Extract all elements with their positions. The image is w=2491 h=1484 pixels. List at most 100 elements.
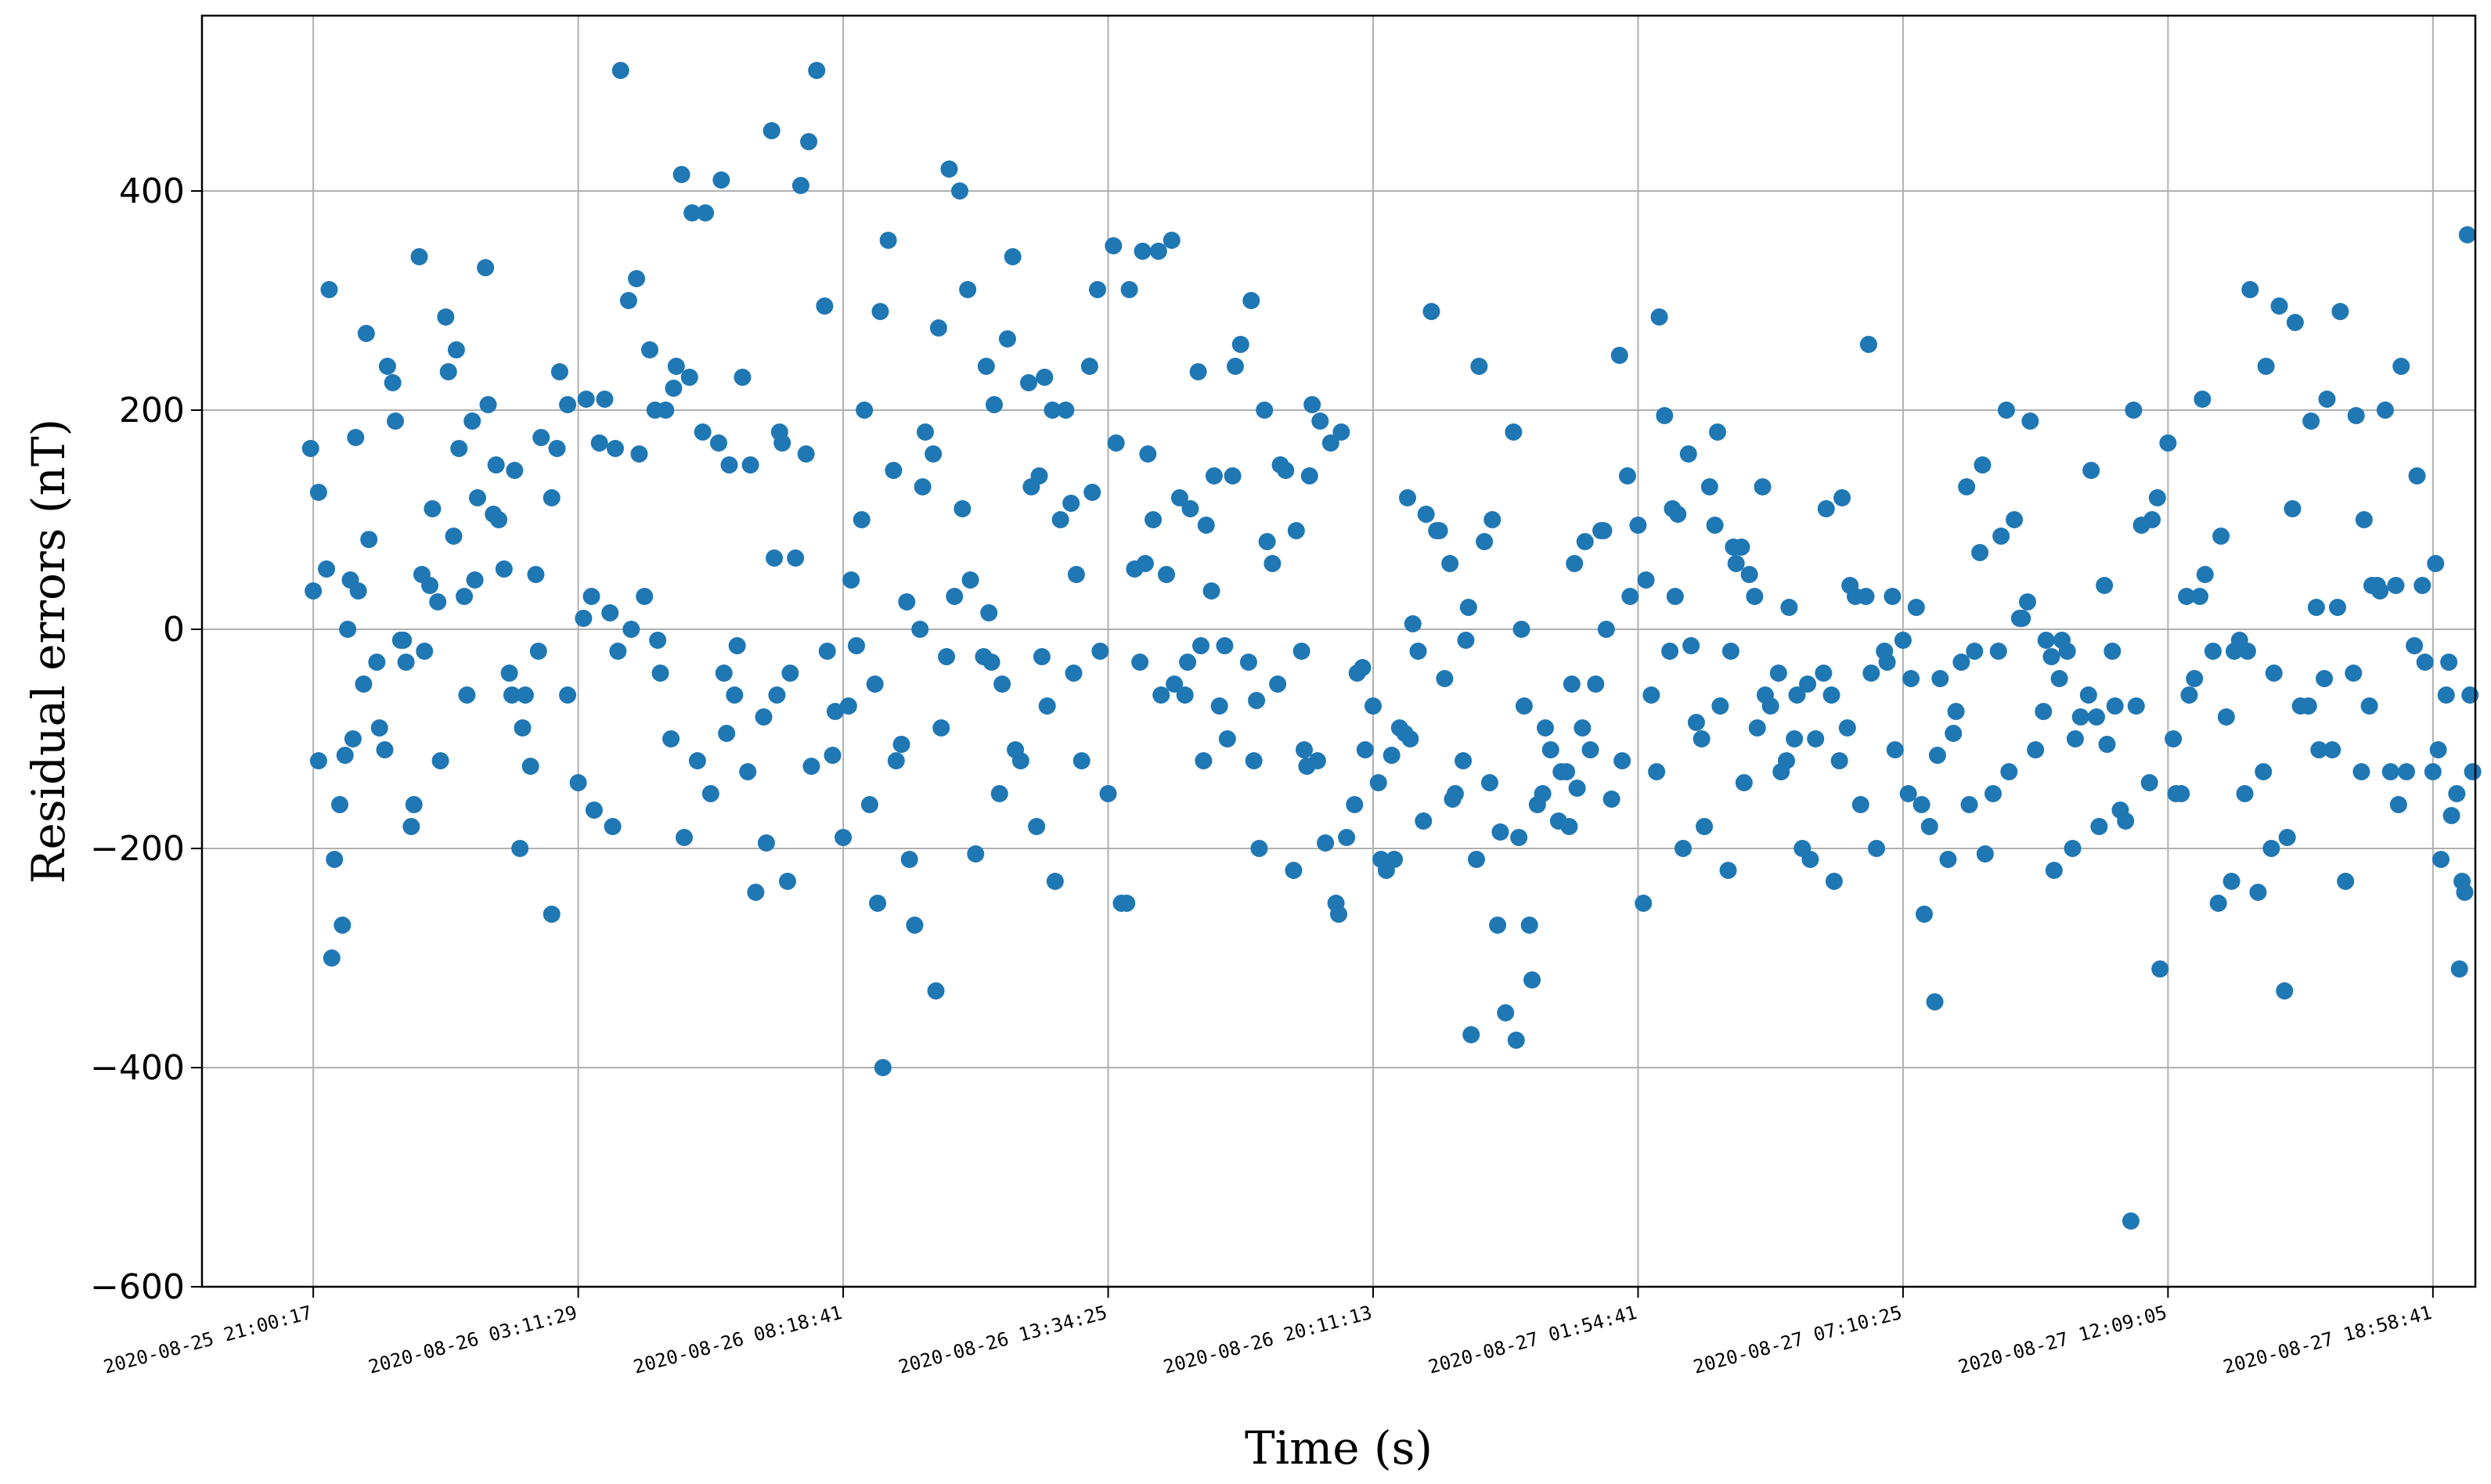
data-point bbox=[1020, 374, 1037, 391]
data-point bbox=[676, 829, 693, 846]
data-point bbox=[961, 571, 979, 589]
data-point bbox=[2437, 686, 2455, 704]
data-point bbox=[1976, 845, 1994, 863]
data-point bbox=[2191, 588, 2208, 605]
data-point bbox=[1992, 528, 2010, 545]
data-point bbox=[1338, 829, 1356, 846]
grid-lines bbox=[202, 16, 2475, 1288]
data-point bbox=[688, 752, 706, 769]
data-point bbox=[755, 708, 773, 726]
data-point bbox=[993, 675, 1011, 693]
data-point bbox=[1033, 648, 1051, 665]
data-point bbox=[2066, 730, 2084, 747]
data-point bbox=[927, 982, 945, 1000]
data-point bbox=[2021, 412, 2039, 430]
data-point bbox=[712, 171, 730, 189]
data-point bbox=[344, 730, 362, 747]
data-point bbox=[1587, 675, 1605, 693]
data-point bbox=[1468, 851, 1485, 868]
data-point bbox=[1004, 248, 1022, 265]
data-point bbox=[1065, 665, 1083, 682]
data-point bbox=[1210, 697, 1228, 715]
x-tick-label: 2020-08-27 01:54:41 bbox=[1426, 1302, 1639, 1378]
data-point bbox=[1181, 500, 1199, 517]
data-point bbox=[1815, 665, 1833, 682]
data-point bbox=[347, 429, 365, 446]
data-point bbox=[2111, 801, 2129, 819]
data-point bbox=[1656, 407, 1674, 424]
data-point bbox=[667, 358, 685, 375]
data-point bbox=[929, 319, 947, 337]
data-point bbox=[1197, 517, 1215, 534]
data-point bbox=[2352, 763, 2370, 780]
data-point bbox=[516, 686, 534, 704]
data-point bbox=[1635, 895, 1653, 912]
data-point bbox=[2257, 358, 2275, 375]
data-point bbox=[1489, 917, 1507, 934]
data-point bbox=[1989, 643, 2007, 660]
data-point bbox=[2337, 873, 2355, 890]
data-point bbox=[2096, 577, 2114, 594]
data-point bbox=[2316, 670, 2334, 687]
data-point bbox=[2318, 391, 2336, 408]
data-point bbox=[977, 358, 995, 375]
data-point bbox=[1332, 423, 1350, 441]
data-point bbox=[1321, 434, 1339, 452]
x-tick-label: 2020-08-27 12:09:05 bbox=[1956, 1302, 2168, 1378]
data-point bbox=[1958, 478, 1976, 495]
data-point bbox=[940, 160, 958, 178]
data-point bbox=[1091, 643, 1109, 660]
data-point bbox=[1650, 308, 1668, 326]
data-point bbox=[309, 484, 327, 501]
x-tick-label: 2020-08-27 07:10:25 bbox=[1691, 1302, 1904, 1378]
data-point bbox=[720, 456, 738, 474]
data-point bbox=[1446, 785, 1464, 802]
data-point bbox=[559, 396, 577, 413]
data-point bbox=[768, 686, 786, 704]
data-point bbox=[959, 281, 977, 298]
data-point bbox=[1231, 336, 1249, 353]
data-point bbox=[1756, 686, 1774, 704]
data-point bbox=[1629, 517, 1647, 534]
data-point bbox=[967, 845, 985, 863]
y-tick-label: −200 bbox=[90, 829, 185, 869]
data-point bbox=[2196, 566, 2214, 583]
data-point bbox=[1415, 812, 1433, 830]
data-point bbox=[2255, 763, 2273, 780]
data-point bbox=[672, 166, 690, 183]
data-point bbox=[2323, 741, 2341, 758]
x-axis-ticks: 2020-08-25 21:00:17 2020-08-26 03:11:29 20… bbox=[101, 1287, 2434, 1378]
data-point bbox=[1674, 840, 1692, 857]
data-point bbox=[1868, 840, 1886, 857]
data-point bbox=[2427, 555, 2445, 572]
data-point bbox=[1746, 588, 1764, 605]
data-point bbox=[781, 665, 799, 682]
data-point bbox=[1189, 363, 1207, 380]
data-point bbox=[641, 341, 658, 358]
data-point bbox=[892, 736, 910, 753]
data-point bbox=[1497, 1004, 1515, 1021]
data-point bbox=[331, 796, 348, 813]
data-point bbox=[1099, 785, 1117, 802]
data-point bbox=[521, 758, 539, 775]
data-point bbox=[1107, 434, 1125, 452]
data-point bbox=[1711, 697, 1729, 715]
data-point bbox=[879, 232, 897, 249]
data-point bbox=[770, 423, 788, 441]
data-point bbox=[1377, 862, 1395, 879]
data-point bbox=[1269, 675, 1287, 693]
data-point bbox=[2450, 960, 2468, 978]
data-point bbox=[2307, 599, 2325, 616]
data-point bbox=[1205, 467, 1223, 484]
data-point bbox=[1769, 665, 1787, 682]
data-point bbox=[1131, 654, 1149, 671]
data-point bbox=[2212, 528, 2230, 545]
data-point bbox=[1505, 423, 1523, 441]
data-point bbox=[869, 895, 887, 912]
data-point bbox=[2278, 829, 2296, 846]
data-point bbox=[326, 851, 344, 868]
data-point bbox=[1459, 599, 1477, 616]
data-point bbox=[797, 445, 815, 463]
data-point bbox=[1916, 906, 1933, 923]
data-point bbox=[2265, 665, 2283, 682]
